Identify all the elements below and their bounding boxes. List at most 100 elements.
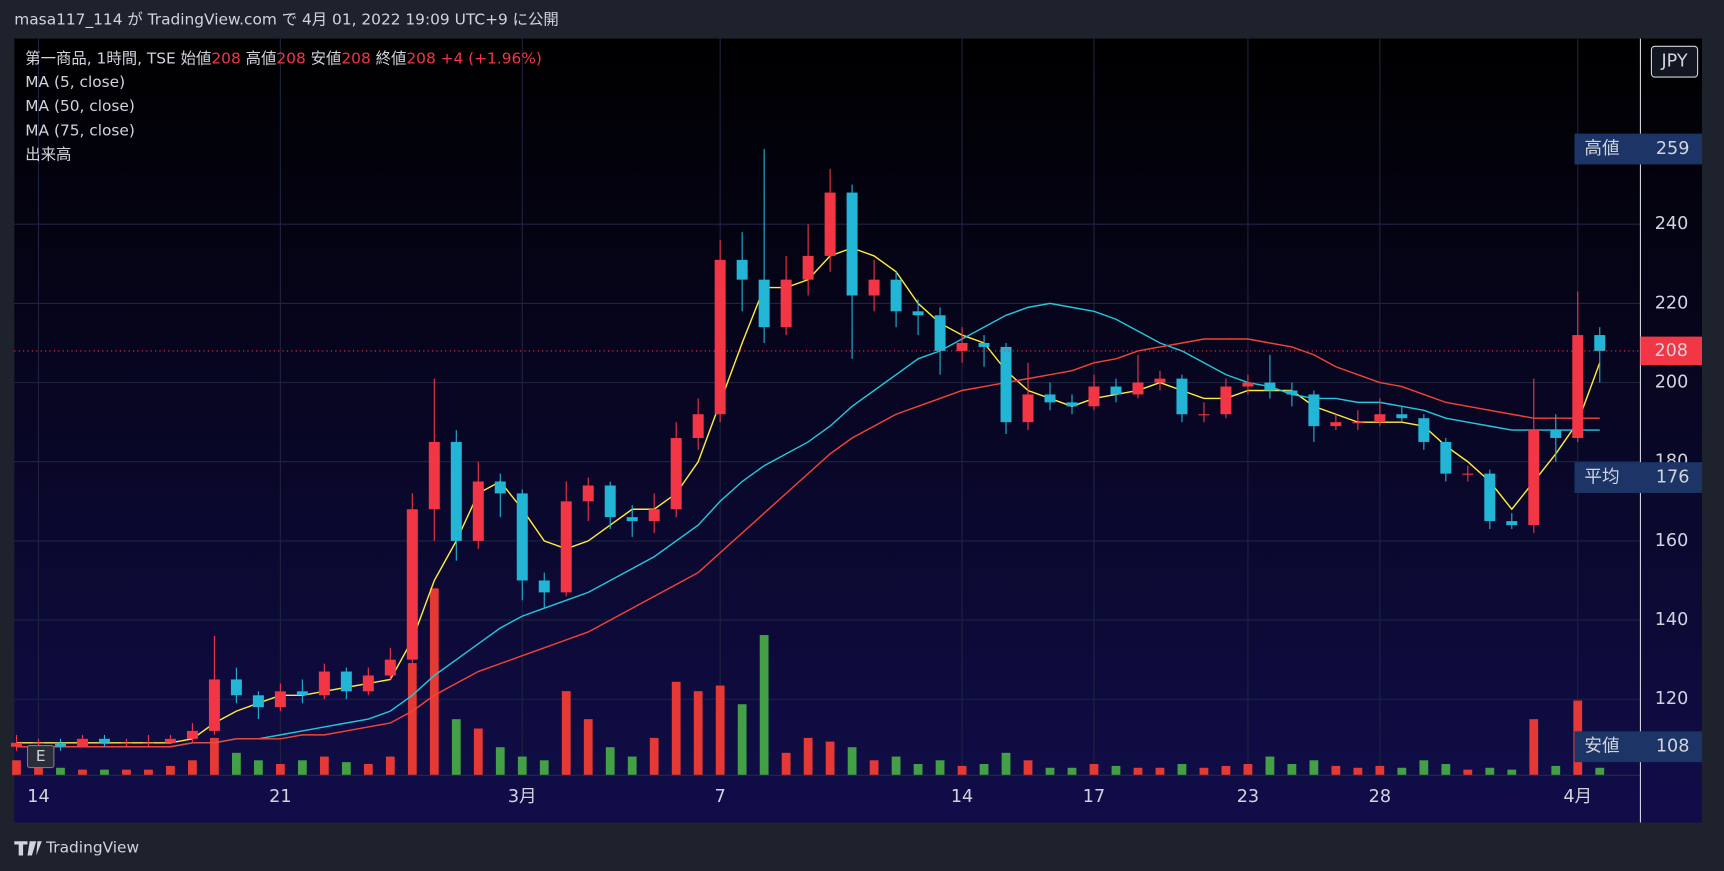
candle-body: [582, 485, 594, 502]
candle-body: [956, 342, 968, 351]
volume-bar: [363, 764, 373, 776]
volume-bar: [605, 747, 615, 776]
candle-body: [1374, 414, 1386, 423]
legend-change: +4 (+1.96%): [441, 49, 542, 67]
legend-ma: MA (75, close): [25, 121, 135, 139]
x-tick-label: 4月: [1563, 787, 1592, 807]
volume-bar: [12, 760, 21, 776]
candle-body: [802, 255, 814, 280]
volume-bar: [253, 760, 263, 776]
candle-body: [1022, 394, 1034, 423]
candle-body: [1088, 386, 1100, 407]
x-tick-label: 14: [27, 787, 49, 807]
volume-bar: [869, 760, 879, 776]
volume-bar: [803, 737, 813, 776]
legend-label: 安値: [311, 49, 342, 67]
volume-bar: [847, 747, 857, 776]
candle-body: [1418, 418, 1430, 442]
candle-body: [1220, 386, 1232, 415]
candle-body: [670, 437, 682, 510]
volume-bar: [385, 756, 395, 776]
candle-body: [736, 259, 748, 280]
price-badge: [1574, 133, 1703, 165]
volume-bar: [297, 760, 307, 776]
volume-bar: [737, 704, 747, 776]
volume-bar: [627, 756, 637, 776]
volume-bar: [1023, 760, 1033, 776]
candle-body: [1242, 382, 1254, 387]
candle-body: [142, 742, 154, 744]
volume-bar: [56, 767, 65, 776]
candle-body: [472, 481, 484, 541]
volume-bar: [341, 762, 351, 776]
volume-bar: [100, 769, 109, 776]
currency[interactable]: JPY: [1660, 52, 1687, 72]
candle-body: [1528, 430, 1540, 526]
volume-bar: [957, 765, 967, 776]
candle-body: [1000, 346, 1012, 423]
volume-bar: [451, 719, 461, 776]
volume-bar: [1529, 719, 1539, 776]
event-marker-label[interactable]: E: [36, 747, 46, 765]
event-marker[interactable]: [26, 745, 55, 769]
price-badge-value: 108: [1656, 737, 1690, 757]
volume-bar: [319, 756, 329, 776]
price-badge-label: 平均: [1584, 468, 1619, 488]
volume-bar: [495, 747, 505, 776]
volume-bar: [1067, 767, 1077, 776]
candle-body: [208, 679, 220, 731]
volume-bar: [1199, 767, 1209, 776]
volume-bar: [759, 635, 769, 776]
legend-ma: MA (50, close): [25, 97, 135, 115]
volume-bar: [891, 756, 901, 776]
volume-bar: [166, 765, 175, 776]
candle-body: [560, 501, 572, 593]
x-tick-label: 21: [269, 787, 291, 807]
candle-body: [1110, 386, 1122, 395]
candle-body: [758, 279, 770, 328]
legend-label: 高値: [246, 49, 277, 67]
legend-label: 終値: [376, 49, 407, 67]
candle-body: [604, 485, 616, 518]
symbol: 第一商品, 1時間, TSE: [25, 49, 175, 67]
volume-bar: [1419, 760, 1429, 776]
volume-bar: [1485, 767, 1495, 776]
candle-body: [384, 659, 396, 676]
volume-bar: [144, 769, 153, 776]
last-price-badge: [1640, 336, 1703, 366]
volume-bar: [473, 728, 483, 776]
brand: TradingView: [45, 838, 139, 856]
volume-bar: [1265, 756, 1275, 776]
volume-bar: [1375, 765, 1385, 776]
candle-body: [10, 742, 22, 747]
volume-bar: [1507, 769, 1517, 776]
volume-bar: [1221, 765, 1231, 776]
candle-body: [1484, 473, 1496, 522]
candle-body: [296, 691, 308, 696]
volume-bar: [34, 765, 43, 776]
candle-body: [274, 691, 286, 708]
candle-body: [1308, 394, 1320, 427]
candle-body: [626, 517, 638, 522]
candle-body: [406, 509, 418, 660]
volume-bar: [210, 737, 219, 776]
legend-value: 208: [276, 49, 305, 67]
candle-body: [450, 441, 462, 541]
volume-bar: [715, 685, 725, 776]
volume-bar: [231, 752, 241, 776]
candle-body: [494, 481, 506, 494]
volume-bar: [1045, 767, 1055, 776]
volume-bar: [1243, 764, 1253, 776]
volume-bar: [1287, 764, 1297, 776]
volume-bar: [825, 741, 835, 776]
currency-box[interactable]: [1650, 45, 1699, 78]
candle-body: [32, 742, 44, 744]
candle-body: [1440, 441, 1452, 474]
candle-body: [1176, 378, 1188, 415]
candle-body: [912, 311, 924, 316]
x-tick-label: 14: [951, 787, 973, 807]
legend-label: 始値: [181, 49, 212, 67]
volume-bar: [1111, 765, 1121, 776]
candle-body: [1330, 422, 1342, 427]
